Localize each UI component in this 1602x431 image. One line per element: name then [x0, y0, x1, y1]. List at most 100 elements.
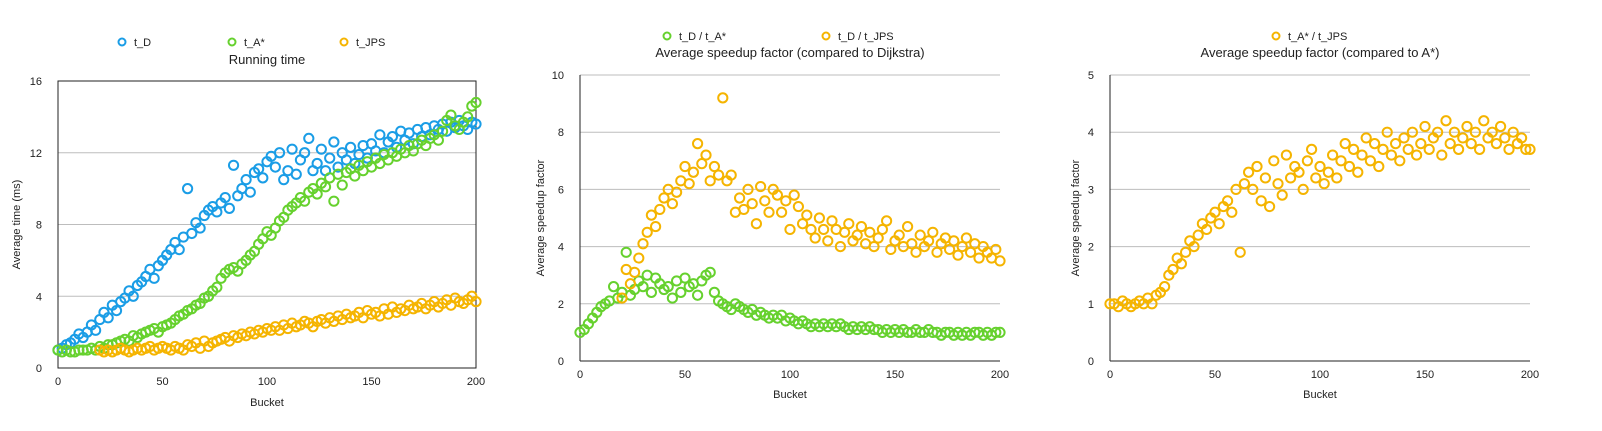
- legend-marker: [662, 31, 672, 41]
- y-tick-label: 4: [558, 242, 564, 254]
- data-point: [675, 286, 687, 298]
- legend-label: t_D / t_JPS: [838, 31, 894, 43]
- data-point: [624, 278, 637, 290]
- data-point: [1436, 149, 1448, 161]
- data-point: [1327, 149, 1339, 161]
- y-tick-label: 10: [552, 70, 564, 82]
- data-point: [1385, 149, 1398, 161]
- data-point: [1234, 246, 1246, 258]
- x-tick-label: 50: [1209, 369, 1221, 381]
- data-point: [1314, 160, 1326, 173]
- legend-label: t_A* / t_JPS: [1288, 31, 1347, 43]
- data-point: [616, 292, 628, 304]
- data-point: [990, 243, 1002, 256]
- data-point: [822, 235, 834, 247]
- data-point: [1369, 138, 1381, 150]
- data-point: [784, 223, 796, 236]
- data-point: [1499, 132, 1511, 144]
- data-point: [1377, 143, 1389, 155]
- legend-label: t_JPS: [356, 37, 385, 49]
- data-point: [637, 281, 649, 293]
- data-point: [345, 141, 357, 153]
- data-point: [110, 305, 123, 317]
- y-tick-label: 5: [1088, 70, 1094, 82]
- data-point: [608, 281, 620, 293]
- data-point: [876, 223, 889, 236]
- data-point: [445, 109, 457, 121]
- data-point: [319, 181, 332, 193]
- y-tick-label: 6: [558, 184, 564, 196]
- data-point: [1318, 178, 1330, 190]
- data-point: [1419, 120, 1431, 133]
- data-point: [1356, 149, 1368, 161]
- data-point: [374, 129, 386, 141]
- data-point: [902, 220, 914, 233]
- data-point: [1503, 143, 1515, 155]
- data-point: [349, 170, 361, 182]
- legend-marker: [1271, 31, 1281, 41]
- data-point: [792, 200, 805, 213]
- data-point: [725, 169, 737, 181]
- data-point: [763, 206, 775, 218]
- data-point: [708, 160, 721, 173]
- data-point: [1188, 241, 1200, 253]
- data-point: [1495, 120, 1507, 133]
- y-axis-label: Average speedup factor: [535, 159, 547, 276]
- data-point: [1259, 172, 1272, 184]
- data-point: [906, 238, 918, 250]
- data-point: [645, 209, 658, 221]
- data-point: [1264, 200, 1276, 213]
- data-point: [1457, 132, 1469, 144]
- data-point: [90, 324, 102, 336]
- data-point: [470, 118, 482, 130]
- data-point: [1343, 160, 1356, 173]
- data-point: [1486, 126, 1498, 138]
- x-tick-label: 50: [156, 376, 168, 388]
- data-point: [1285, 172, 1297, 184]
- data-point: [1247, 183, 1259, 195]
- data-point: [1243, 166, 1255, 178]
- series-t-a-t-jps: [1104, 115, 1536, 313]
- data-point: [1373, 160, 1385, 173]
- data-point: [990, 326, 1002, 338]
- y-tick-label: 8: [558, 127, 564, 139]
- data-point: [633, 252, 645, 264]
- data-point: [211, 206, 223, 218]
- data-point: [269, 161, 281, 173]
- y-axis-label: Average speedup factor: [1070, 159, 1082, 276]
- data-point: [629, 266, 641, 278]
- data-point: [424, 129, 436, 141]
- data-point: [173, 244, 185, 256]
- data-point: [641, 226, 653, 238]
- data-point: [620, 246, 632, 258]
- data-point: [914, 229, 926, 241]
- data-point: [303, 132, 315, 144]
- data-point: [1390, 138, 1402, 150]
- data-point: [299, 195, 311, 207]
- data-point: [1381, 126, 1393, 138]
- data-point: [671, 186, 683, 198]
- data-point: [813, 212, 826, 224]
- y-tick-label: 8: [36, 220, 42, 232]
- x-tick-label: 50: [679, 369, 691, 381]
- data-point: [797, 218, 809, 230]
- data-point: [311, 157, 323, 170]
- y-tick-label: 16: [30, 76, 42, 88]
- data-point: [211, 281, 223, 293]
- data-point: [948, 235, 960, 247]
- data-point: [1301, 155, 1314, 167]
- data-point: [700, 149, 712, 161]
- data-point: [1146, 298, 1158, 310]
- data-point: [696, 158, 708, 170]
- plot-frame: [57, 80, 477, 369]
- data-point: [1209, 206, 1221, 218]
- data-point: [713, 169, 725, 181]
- data-point: [1192, 229, 1204, 241]
- data-point: [1423, 143, 1435, 155]
- data-point: [1331, 172, 1343, 184]
- data-point: [872, 232, 884, 244]
- data-point: [1415, 138, 1427, 150]
- data-point: [223, 202, 235, 214]
- data-point: [1175, 258, 1188, 270]
